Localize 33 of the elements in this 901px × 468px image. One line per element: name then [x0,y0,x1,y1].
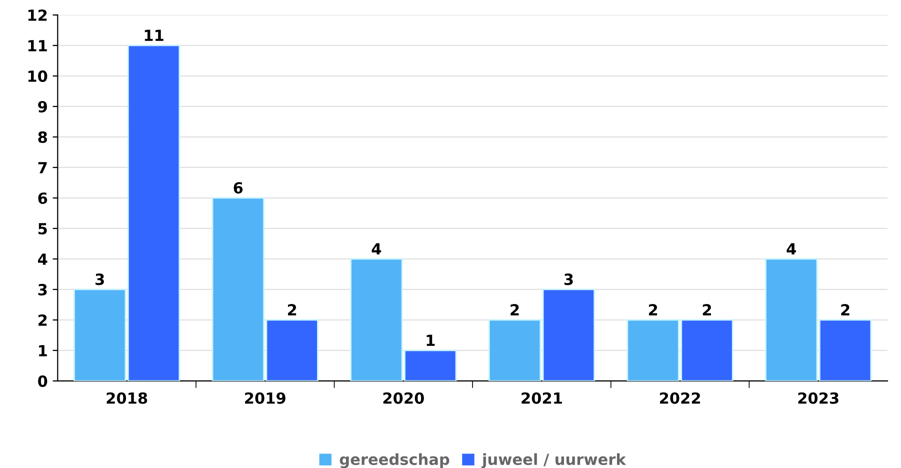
y-tick-label: 6 [38,192,48,204]
data-label: 4 [372,243,382,254]
y-tick-label: 9 [38,100,47,112]
y-tick-label: 11 [28,40,47,52]
data-label: 2 [841,304,850,316]
data-label: 2 [510,304,519,316]
x-tick-label: 2021 [522,392,562,404]
data-label: 2 [702,304,711,316]
x-tick-label: 2020 [383,392,424,404]
x-tick-label: 2018 [106,392,148,404]
y-tick-label: 10 [28,70,48,82]
data-label: 3 [564,274,573,286]
x-tick-label: 2022 [660,392,700,404]
data-label: 4 [786,243,796,254]
y-tick-label: 4 [38,254,48,265]
y-tick-label: 0 [38,375,48,387]
y-tick-label: 1 [39,345,47,356]
y-tick-label: 8 [38,131,47,143]
data-label: 6 [234,182,243,194]
y-tick-label: 12 [28,9,47,21]
data-label: 2 [648,304,658,316]
legend-label: gereedschap [340,453,450,468]
y-tick-label: 7 [38,162,47,174]
y-tick-label: 2 [38,314,47,326]
y-tick-label: 3 [38,284,47,296]
x-tick-label: 2023 [798,392,838,404]
data-label: 3 [96,274,104,286]
data-label: 11 [144,30,164,41]
legend-label: juweel / uurwerk [481,453,626,468]
data-label: 1 [426,334,435,346]
y-tick-label: 5 [38,223,47,234]
x-tick-label: 2019 [245,392,286,404]
data-label: 2 [288,304,296,316]
